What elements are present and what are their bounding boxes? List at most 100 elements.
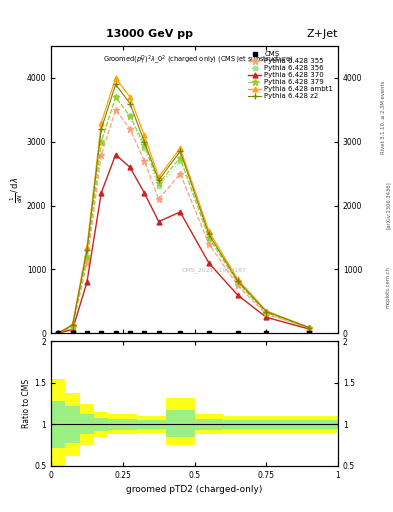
Pythia 6.428 355 (113, 107, 118, 113)
Pythia 6.428 z2 (235, 278, 240, 284)
Pythia 6.428 355 (307, 325, 312, 331)
Text: CMS_2021_I1920187: CMS_2021_I1920187 (182, 267, 247, 273)
CMS (142, 330, 147, 336)
CMS (56, 330, 61, 336)
Pythia 6.428 356 (128, 113, 132, 119)
Pythia 6.428 355 (207, 241, 211, 247)
Pythia 6.428 370 (99, 190, 104, 196)
Pythia 6.428 356 (235, 279, 240, 285)
Pythia 6.428 ambt1 (307, 325, 312, 331)
Pythia 6.428 379 (128, 113, 132, 119)
Pythia 6.428 ambt1 (207, 228, 211, 234)
Pythia 6.428 355 (156, 196, 161, 202)
Pythia 6.428 370 (113, 152, 118, 158)
Pythia 6.428 379 (207, 234, 211, 241)
Pythia 6.428 ambt1 (113, 75, 118, 81)
Pythia 6.428 ambt1 (178, 145, 183, 151)
Pythia 6.428 370 (307, 326, 312, 332)
Pythia 6.428 379 (113, 94, 118, 100)
Pythia 6.428 356 (70, 323, 75, 329)
Pythia 6.428 370 (264, 314, 269, 321)
Text: Z+Jet: Z+Jet (307, 29, 338, 39)
CMS (128, 330, 132, 336)
CMS (207, 330, 211, 336)
Pythia 6.428 356 (113, 94, 118, 100)
Pythia 6.428 z2 (178, 148, 183, 155)
Pythia 6.428 379 (142, 142, 147, 148)
Pythia 6.428 ambt1 (156, 174, 161, 180)
Pythia 6.428 379 (84, 253, 89, 260)
Text: mcplots.cern.ch: mcplots.cern.ch (386, 266, 391, 308)
CMS (178, 330, 183, 336)
Pythia 6.428 356 (156, 183, 161, 189)
Pythia 6.428 355 (142, 158, 147, 164)
CMS (113, 330, 118, 336)
Pythia 6.428 379 (156, 180, 161, 186)
Pythia 6.428 370 (207, 260, 211, 266)
Pythia 6.428 370 (84, 279, 89, 285)
CMS (84, 330, 89, 336)
Pythia 6.428 379 (307, 325, 312, 331)
Pythia 6.428 355 (235, 282, 240, 288)
Pythia 6.428 355 (178, 170, 183, 177)
Line: Pythia 6.428 370: Pythia 6.428 370 (56, 152, 312, 336)
Pythia 6.428 379 (70, 323, 75, 329)
Pythia 6.428 356 (84, 253, 89, 260)
Pythia 6.428 356 (264, 310, 269, 316)
CMS (264, 330, 269, 336)
Text: [arXiv:1306.3436]: [arXiv:1306.3436] (386, 181, 391, 229)
Text: 13000 GeV pp: 13000 GeV pp (106, 29, 193, 39)
Pythia 6.428 z2 (307, 325, 312, 331)
Pythia 6.428 379 (56, 330, 61, 336)
Pythia 6.428 z2 (56, 330, 61, 336)
Pythia 6.428 355 (56, 330, 61, 336)
Text: Groomed$(p_T^D)^2\lambda\_0^2$ (charged only) (CMS jet substructure): Groomed$(p_T^D)^2\lambda\_0^2$ (charged … (103, 53, 293, 67)
Pythia 6.428 355 (70, 324, 75, 330)
Text: Rivet 3.1.10, ≥ 2.3M events: Rivet 3.1.10, ≥ 2.3M events (381, 81, 386, 155)
Pythia 6.428 370 (156, 219, 161, 225)
Line: Pythia 6.428 355: Pythia 6.428 355 (55, 107, 312, 336)
Line: Pythia 6.428 z2: Pythia 6.428 z2 (55, 81, 313, 337)
CMS (307, 330, 312, 336)
Pythia 6.428 355 (99, 152, 104, 158)
Legend: CMS, Pythia 6.428 355, Pythia 6.428 356, Pythia 6.428 370, Pythia 6.428 379, Pyt: CMS, Pythia 6.428 355, Pythia 6.428 356,… (246, 50, 334, 100)
Line: Pythia 6.428 ambt1: Pythia 6.428 ambt1 (56, 76, 312, 336)
Line: CMS: CMS (56, 331, 311, 335)
Pythia 6.428 355 (128, 126, 132, 132)
Pythia 6.428 370 (70, 326, 75, 332)
Pythia 6.428 379 (178, 155, 183, 161)
Pythia 6.428 ambt1 (70, 321, 75, 327)
Pythia 6.428 ambt1 (128, 94, 132, 100)
Pythia 6.428 356 (207, 234, 211, 241)
Pythia 6.428 z2 (70, 322, 75, 328)
CMS (70, 330, 75, 336)
Pythia 6.428 ambt1 (84, 244, 89, 250)
Pythia 6.428 356 (142, 145, 147, 151)
Y-axis label: Ratio to CMS: Ratio to CMS (22, 379, 31, 428)
Pythia 6.428 370 (142, 190, 147, 196)
Pythia 6.428 ambt1 (235, 276, 240, 282)
X-axis label: groomed pTD2 (charged-only): groomed pTD2 (charged-only) (126, 485, 263, 495)
Pythia 6.428 z2 (264, 308, 269, 314)
Pythia 6.428 356 (99, 139, 104, 145)
Line: Pythia 6.428 379: Pythia 6.428 379 (55, 94, 312, 336)
Pythia 6.428 356 (178, 158, 183, 164)
CMS (235, 330, 240, 336)
Pythia 6.428 z2 (207, 231, 211, 238)
Pythia 6.428 z2 (99, 126, 104, 132)
CMS (156, 330, 161, 336)
Pythia 6.428 370 (178, 209, 183, 215)
Pythia 6.428 z2 (142, 139, 147, 145)
Pythia 6.428 ambt1 (264, 308, 269, 314)
Y-axis label: $\frac{1}{\mathrm{d}N}\,/\,\mathrm{d}\lambda$: $\frac{1}{\mathrm{d}N}\,/\,\mathrm{d}\la… (9, 177, 25, 203)
Pythia 6.428 z2 (84, 247, 89, 253)
Pythia 6.428 355 (84, 260, 89, 266)
CMS (99, 330, 104, 336)
Pythia 6.428 ambt1 (99, 120, 104, 126)
Pythia 6.428 355 (264, 311, 269, 317)
Pythia 6.428 z2 (113, 81, 118, 88)
Pythia 6.428 ambt1 (56, 330, 61, 336)
Pythia 6.428 379 (99, 139, 104, 145)
Pythia 6.428 ambt1 (142, 132, 147, 138)
Pythia 6.428 356 (307, 325, 312, 331)
